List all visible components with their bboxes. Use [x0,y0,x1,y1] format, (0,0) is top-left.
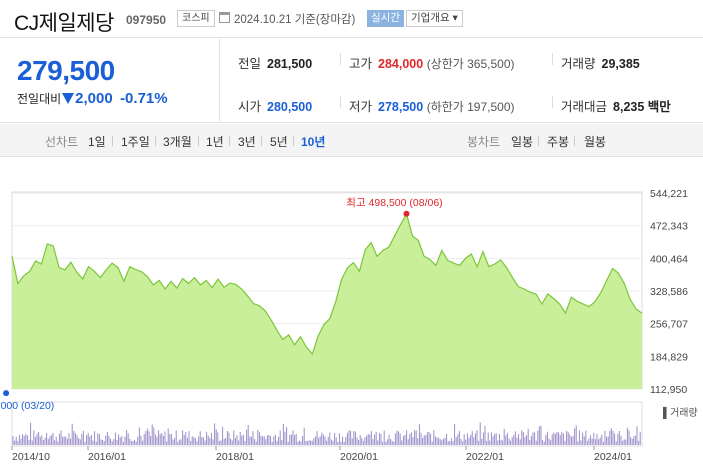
max-point [403,210,410,217]
x-tick-label: 2014/10 [12,451,50,463]
x-tick-label: 2018/01 [216,451,254,463]
market-badge: 코스피 [177,10,215,27]
y-tick-label: 112,950 [650,384,687,396]
y-tick-label: 544,221 [650,188,688,200]
tab-1w[interactable]: 1주일 [121,135,150,149]
price-chart[interactable]: 544,221 472,343 400,464 328,586 256,707 184,8… [0,170,703,476]
line-chart-label: 선차트 [45,135,79,149]
min-point [3,390,10,397]
volume-frame [11,401,643,447]
calendar-icon [219,12,230,23]
tab-10y[interactable]: 10년 [301,135,326,149]
volume-legend: ▌거래량 [663,406,698,420]
company-name[interactable]: CJ제일제당 [14,12,114,35]
change-label: 전일대비 [17,92,62,106]
tab-weekly[interactable]: 주봉 [547,135,570,149]
max-annotation: 최고 498,500 (08/06) [346,197,442,209]
x-tick-label: 2020/01 [340,451,378,463]
y-tick-label: 400,464 [650,253,688,265]
y-tick-label: 184,829 [650,351,688,363]
x-tick-label: 2022/01 [466,451,504,463]
volume-bars [11,401,643,447]
divider [552,96,553,108]
divider [340,53,341,65]
change-percent: -0.71% [120,90,168,107]
open-price: 시가 280,500 [238,100,313,114]
tab-3y[interactable]: 3년 [238,135,256,149]
x-tick-label: 2024/01 [594,451,632,463]
price-line [11,212,643,356]
candle-chart-label: 봉차트 [467,135,501,149]
tab-3m[interactable]: 3개월 [163,135,192,149]
realtime-button[interactable]: 실시간 [367,10,404,27]
price-change: 전일대비 2,000 -0.71% [17,90,168,107]
y-tick-label: 328,586 [650,286,688,298]
tab-1d[interactable]: 1일 [88,135,106,149]
min-annotation: 최저 148,000 (03/20) [0,400,54,412]
tab-5y[interactable]: 5년 [270,135,288,149]
x-axis-labels: 2014/10 2016/01 2018/01 2020/01 2022/01 2024/… [11,446,632,463]
price-box: 279,500 전일대비 2,000 -0.71% [0,39,220,123]
y-tick-label: 256,707 [650,319,688,331]
prev-close: 전일 281,500 [238,57,313,71]
down-triangle-icon [62,93,75,104]
stock-header: CJ제일제당 097950 코스피 2024.10.21 기준(장마감) 실시간… [0,0,703,38]
tab-1y[interactable]: 1년 [206,135,224,149]
stock-code: 097950 [126,13,167,27]
current-price: 279,500 [17,55,115,86]
volume: 거래량 29,385 [561,57,640,71]
company-info-dropdown[interactable]: 기업개요 ▾ [406,10,463,27]
tab-monthly[interactable]: 월봉 [584,135,607,149]
divider [552,53,553,65]
high-price: 고가 284,000 (상한가 365,500) [349,57,515,71]
tab-daily[interactable]: 일봉 [511,135,534,149]
low-price: 저가 278,500 (하한가 197,500) [349,100,515,114]
y-axis-labels: 544,221 472,343 400,464 328,586 256,707 184,8… [650,188,688,396]
quote-panel: 279,500 전일대비 2,000 -0.71% 전일 281,500 고가 284… [0,39,703,123]
trade-amount: 거래대금 8,235 백만 [561,100,671,114]
quote-date: 2024.10.21 기준(장마감) [234,14,356,26]
x-tick-label: 2016/01 [88,451,126,463]
change-value: 2,000 [75,90,113,107]
chart-tabs: 선차트 1일 1주일 3개월 1년 3년 5년 10년 봉차트 일봉 주봉 월봉 [0,124,703,157]
y-tick-label: 472,343 [650,221,688,233]
divider [340,96,341,108]
price-area [12,213,642,389]
